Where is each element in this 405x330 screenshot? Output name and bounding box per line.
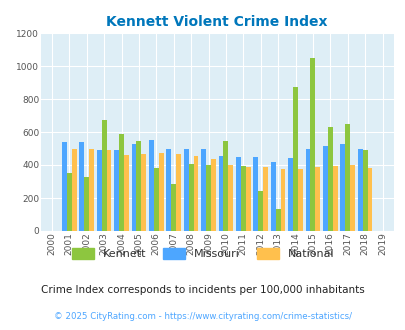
Bar [131, 144, 136, 231]
Bar [297, 169, 302, 231]
Bar [124, 155, 128, 231]
Bar [67, 173, 72, 231]
Bar [188, 164, 193, 231]
Bar [258, 191, 262, 231]
Bar [280, 169, 285, 231]
Bar [211, 159, 215, 231]
Bar [235, 157, 240, 231]
Bar [240, 166, 245, 231]
Bar [62, 142, 67, 231]
Bar [228, 165, 232, 231]
Bar [171, 184, 176, 231]
Title: Kennett Violent Crime Index: Kennett Violent Crime Index [106, 15, 327, 29]
Bar [141, 154, 146, 231]
Bar [310, 58, 315, 231]
Bar [201, 149, 206, 231]
Bar [339, 144, 344, 231]
Bar [362, 150, 367, 231]
Bar [119, 135, 124, 231]
Bar [253, 157, 258, 231]
Bar [176, 154, 181, 231]
Bar [193, 156, 198, 231]
Bar [72, 148, 77, 231]
Bar [101, 120, 106, 231]
Bar [166, 148, 171, 231]
Bar [114, 150, 119, 231]
Text: Crime Index corresponds to incidents per 100,000 inhabitants: Crime Index corresponds to incidents per… [41, 285, 364, 295]
Bar [344, 124, 349, 231]
Bar [292, 87, 297, 231]
Bar [218, 156, 223, 231]
Bar [153, 168, 158, 231]
Bar [96, 150, 101, 231]
Bar [89, 149, 94, 231]
Bar [367, 168, 371, 231]
Bar [84, 178, 89, 231]
Legend: Kennett, Missouri, National: Kennett, Missouri, National [67, 243, 338, 263]
Bar [357, 149, 362, 231]
Bar [262, 167, 267, 231]
Bar [245, 167, 250, 231]
Bar [223, 141, 228, 231]
Bar [349, 165, 354, 231]
Bar [275, 209, 280, 231]
Bar [149, 140, 153, 231]
Bar [332, 166, 337, 231]
Bar [305, 149, 310, 231]
Bar [106, 150, 111, 231]
Bar [183, 148, 188, 231]
Bar [327, 127, 332, 231]
Bar [315, 167, 320, 231]
Bar [322, 146, 327, 231]
Bar [79, 142, 84, 231]
Bar [288, 158, 292, 231]
Bar [136, 141, 141, 231]
Bar [158, 153, 163, 231]
Bar [270, 162, 275, 231]
Text: © 2025 CityRating.com - https://www.cityrating.com/crime-statistics/: © 2025 CityRating.com - https://www.city… [54, 312, 351, 321]
Bar [206, 165, 211, 231]
